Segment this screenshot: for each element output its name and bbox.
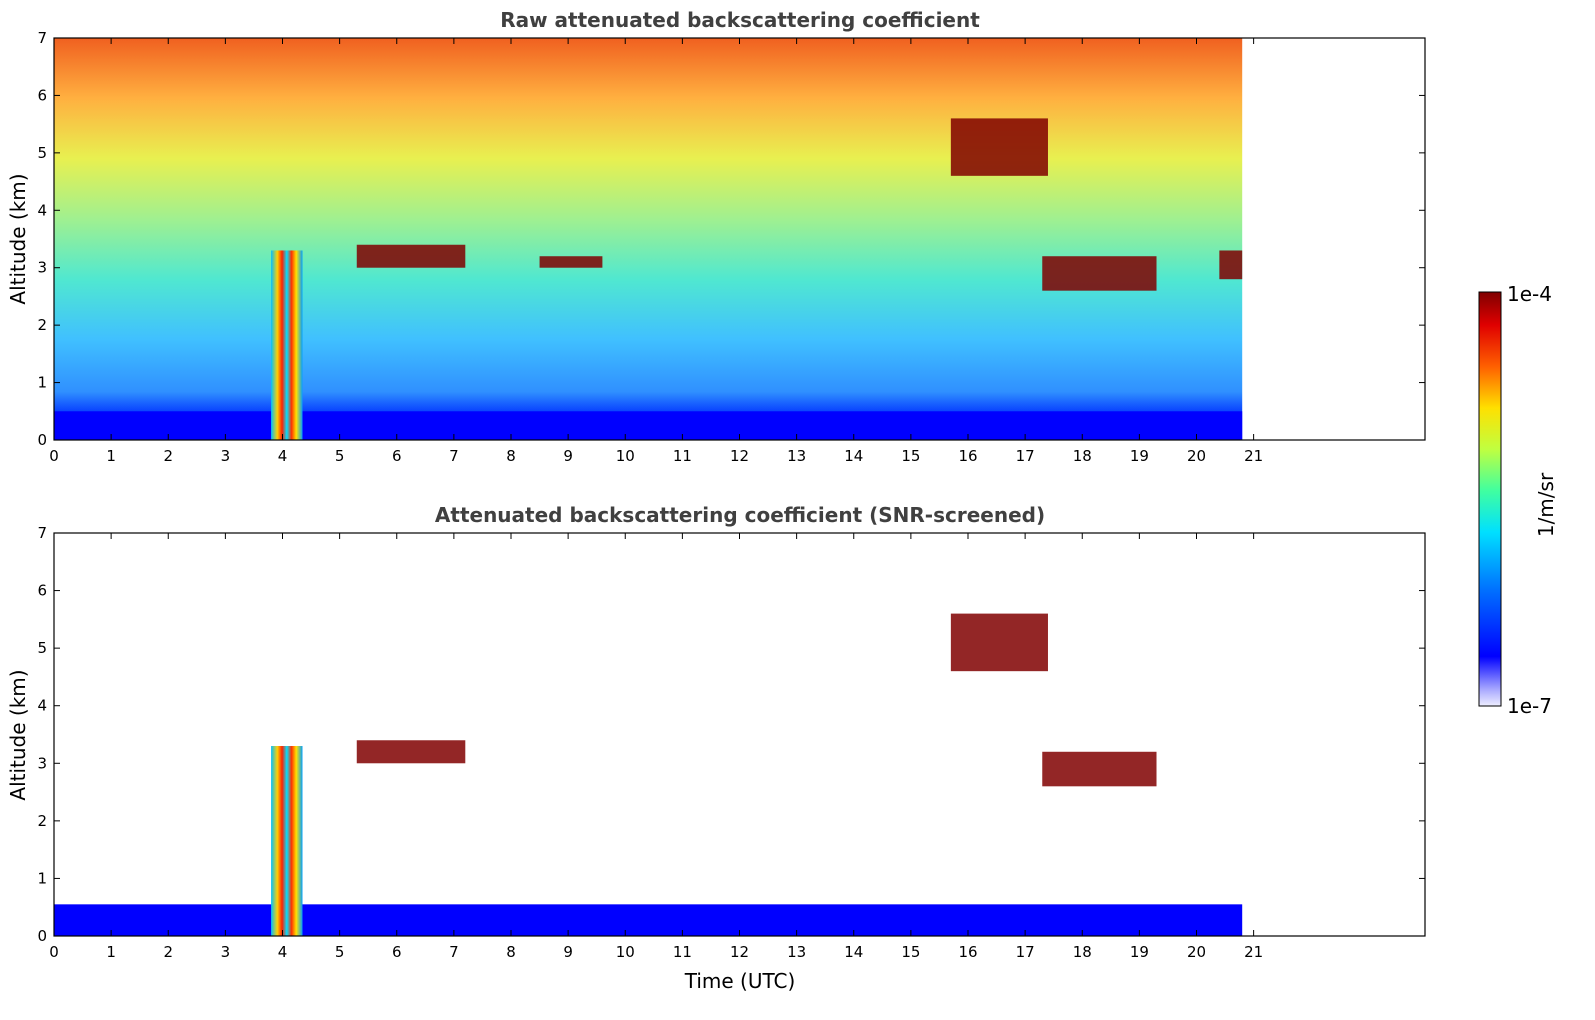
x-tick-label: 19 bbox=[1130, 943, 1149, 961]
x-tick-label: 8 bbox=[506, 943, 516, 961]
x-tick-label: 21 bbox=[1244, 447, 1263, 465]
x-tick-label: 17 bbox=[1016, 943, 1035, 961]
x-tick-label: 3 bbox=[221, 943, 231, 961]
y-tick-label: 3 bbox=[37, 754, 47, 772]
x-tick-label: 4 bbox=[278, 447, 288, 465]
y-tick-label: 2 bbox=[37, 316, 47, 334]
x-tick-label: 15 bbox=[901, 447, 920, 465]
plot-frame bbox=[53, 532, 1426, 937]
x-tick-label: 2 bbox=[163, 943, 173, 961]
x-tick-label: 18 bbox=[1073, 943, 1092, 961]
x-tick-label: 12 bbox=[730, 447, 749, 465]
y-axis-label: Altitude (km) bbox=[6, 173, 30, 304]
x-tick-label: 16 bbox=[958, 447, 977, 465]
chart-title: Raw attenuated backscattering coefficien… bbox=[500, 8, 980, 32]
y-ticks: 0 1 2 3 4 5 6 7 bbox=[37, 29, 1425, 449]
y-tick-label: 7 bbox=[37, 524, 47, 542]
y-tick-label: 4 bbox=[37, 201, 47, 219]
y-tick-label: 1 bbox=[37, 869, 47, 887]
aerosol-layer-0 bbox=[54, 904, 1243, 936]
signal-field bbox=[54, 38, 1243, 440]
y-tick-label: 6 bbox=[37, 86, 47, 104]
x-tick-label: 15 bbox=[901, 943, 920, 961]
plot-area bbox=[54, 613, 1243, 936]
x-tick-label: 8 bbox=[506, 447, 516, 465]
cloud-5 bbox=[1042, 256, 1157, 291]
y-tick-label: 7 bbox=[37, 29, 47, 47]
x-tick-label: 16 bbox=[958, 943, 977, 961]
snr-screened-panel: Attenuated backscattering coefficient (S… bbox=[6, 503, 1426, 993]
x-tick-label: 7 bbox=[449, 943, 459, 961]
x-tick-label: 19 bbox=[1130, 447, 1149, 465]
x-tick-label: 5 bbox=[335, 447, 345, 465]
colorbar: 1e-4 1e-7 1/m/sr bbox=[1478, 282, 1558, 718]
x-tick-label: 14 bbox=[844, 447, 863, 465]
cloud-3 bbox=[539, 256, 603, 268]
x-tick-label: 0 bbox=[49, 447, 59, 465]
x-tick-label: 1 bbox=[106, 447, 116, 465]
x-tick-label: 3 bbox=[221, 447, 231, 465]
x-tick-label: 13 bbox=[787, 447, 806, 465]
y-tick-label: 3 bbox=[37, 259, 47, 277]
cloud-4 bbox=[950, 118, 1048, 176]
x-tick-label: 4 bbox=[278, 943, 288, 961]
plot-area bbox=[54, 38, 1243, 440]
x-tick-label: 18 bbox=[1073, 447, 1092, 465]
y-tick-label: 5 bbox=[37, 639, 47, 657]
colorbar-label: 1/m/sr bbox=[1534, 472, 1558, 537]
x-tick-label: 7 bbox=[449, 447, 459, 465]
x-tick-label: 6 bbox=[392, 447, 402, 465]
x-tick-label: 10 bbox=[616, 447, 635, 465]
cloud-3 bbox=[950, 613, 1048, 672]
x-tick-label: 17 bbox=[1016, 447, 1035, 465]
cloud-2 bbox=[356, 244, 466, 268]
y-ticks: 0 1 2 3 4 5 6 7 bbox=[37, 524, 1425, 945]
x-tick-label: 0 bbox=[49, 943, 59, 961]
y-tick-label: 2 bbox=[37, 812, 47, 830]
cloud-2 bbox=[356, 740, 466, 764]
y-tick-label: 0 bbox=[37, 927, 47, 945]
colorbar-max-label: 1e-4 bbox=[1507, 282, 1552, 306]
raw-backscatter-panel: Raw attenuated backscattering coefficien… bbox=[6, 8, 1426, 465]
x-axis-label: Time (UTC) bbox=[684, 969, 796, 993]
x-tick-label: 6 bbox=[392, 943, 402, 961]
aerosol-layer-0 bbox=[54, 411, 1243, 440]
x-tick-label: 20 bbox=[1187, 447, 1206, 465]
x-tick-label: 20 bbox=[1187, 943, 1206, 961]
rain-shaft-1 bbox=[271, 746, 303, 936]
x-tick-label: 11 bbox=[673, 447, 692, 465]
x-tick-label: 14 bbox=[844, 943, 863, 961]
colorbar-gradient bbox=[1478, 291, 1502, 707]
x-tick-label: 5 bbox=[335, 943, 345, 961]
x-ticks: 0 1 2 3 4 5 6 7 8 9 10 11 12 13 14 15 16 17 18 19 20 21 bbox=[49, 38, 1263, 465]
y-tick-label: 4 bbox=[37, 697, 47, 715]
x-tick-label: 11 bbox=[673, 943, 692, 961]
x-tick-label: 12 bbox=[730, 943, 749, 961]
y-tick-label: 6 bbox=[37, 582, 47, 600]
colorbar-min-label: 1e-7 bbox=[1507, 694, 1552, 718]
x-tick-label: 21 bbox=[1244, 943, 1263, 961]
chart-title: Attenuated backscattering coefficient (S… bbox=[435, 503, 1045, 527]
x-tick-label: 13 bbox=[787, 943, 806, 961]
x-tick-label: 2 bbox=[163, 447, 173, 465]
rain-shaft-1 bbox=[271, 250, 303, 440]
x-ticks: 0 1 2 3 4 5 6 7 8 9 10 11 12 13 14 15 16 17 18 19 20 21 bbox=[49, 533, 1263, 961]
y-tick-label: 0 bbox=[37, 431, 47, 449]
x-tick-label: 10 bbox=[616, 943, 635, 961]
x-tick-label: 1 bbox=[106, 943, 116, 961]
y-tick-label: 5 bbox=[37, 144, 47, 162]
cloud-4 bbox=[1042, 751, 1157, 787]
y-tick-label: 1 bbox=[37, 374, 47, 392]
x-tick-label: 9 bbox=[563, 447, 573, 465]
y-axis-label: Altitude (km) bbox=[6, 669, 30, 800]
x-tick-label: 9 bbox=[563, 943, 573, 961]
cloud-6 bbox=[1219, 250, 1243, 280]
